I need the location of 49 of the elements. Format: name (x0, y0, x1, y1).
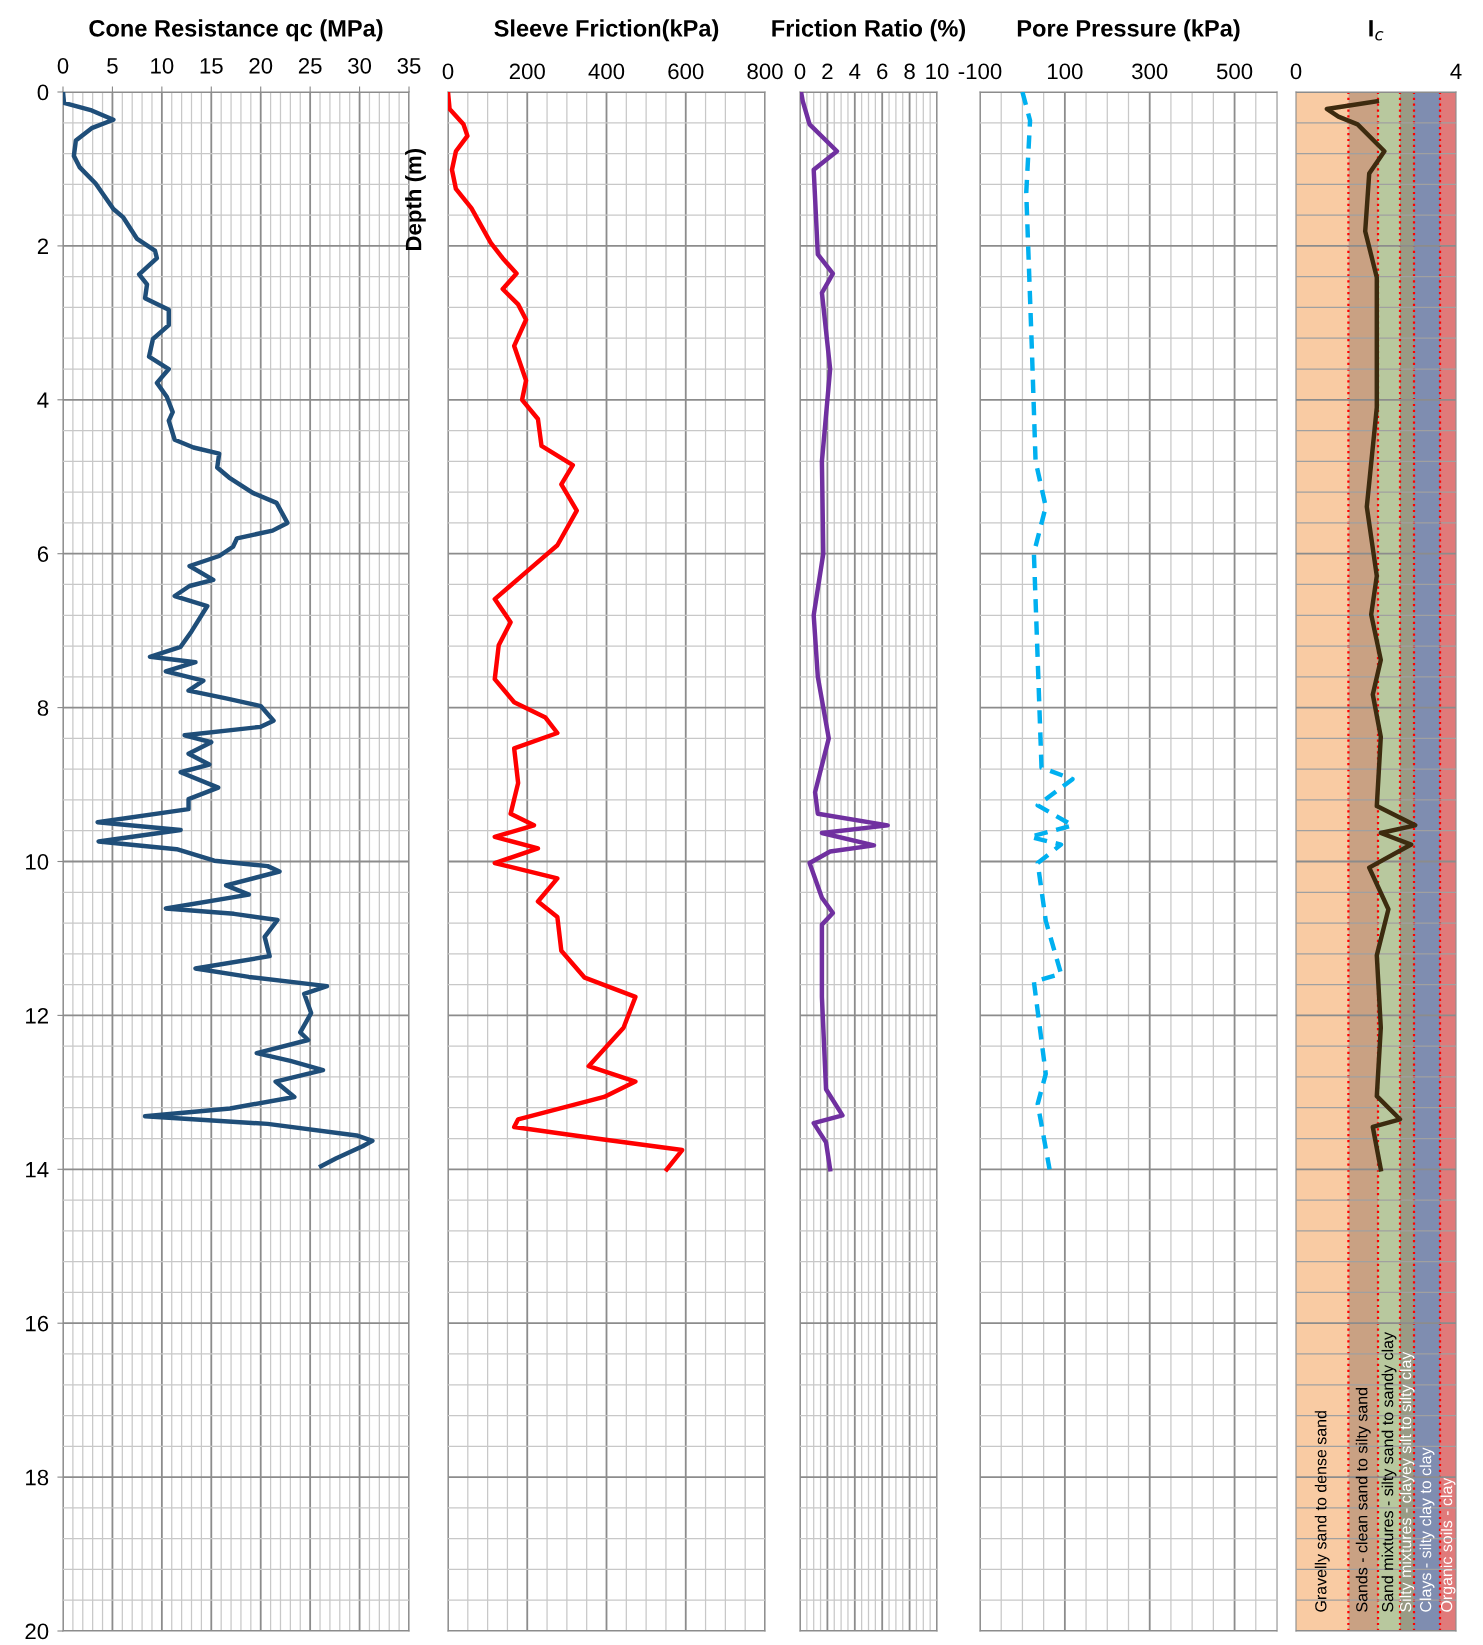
band-label: Gravelly sand to dense sand (1314, 1411, 1330, 1612)
x-tick-label: 500 (1216, 63, 1253, 80)
y-axis-title: Depth (m) (405, 148, 426, 251)
x-tick-label: 4 (849, 63, 861, 80)
y-tick-label: 16 (26, 1315, 49, 1332)
x-tick-label: 6 (877, 63, 888, 80)
y-tick-label: 4 (37, 392, 49, 408)
chart-title: Friction Ratio (%) (772, 19, 966, 42)
chart-title: I$_{c}$ (1369, 20, 1384, 41)
x-tick-label: 0 (57, 57, 69, 74)
band-label: Sand mixtures - silty sand to sandy clay (1381, 1332, 1397, 1612)
x-tick-label: 2 (822, 63, 833, 80)
y-tick-label: 2 (37, 238, 48, 254)
x-tick-label: 5 (107, 58, 118, 74)
x-tick-label: 400 (588, 63, 625, 80)
x-tick-label: 100 (1048, 63, 1083, 80)
x-tick-label: 0 (794, 63, 806, 80)
x-tick-label: 300 (1132, 63, 1168, 80)
y-tick-label: 12 (26, 1007, 48, 1024)
x-tick-label: 25 (298, 57, 322, 74)
chart-title: Cone Resistance qc (MPa) (89, 19, 383, 42)
x-tick-label: 15 (200, 58, 223, 74)
chart-title: Pore Pressure (kPa) (1017, 19, 1240, 42)
x-tick-label: 35 (397, 57, 421, 74)
band-label: Organic soils - clay (1440, 1477, 1456, 1612)
y-tick-label: 18 (26, 1469, 49, 1486)
x-tick-label: 600 (668, 63, 704, 80)
x-tick-label: 8 (904, 63, 915, 80)
chart-title: Sleeve Friction(kPa) (494, 19, 719, 42)
y-tick-label: 10 (26, 854, 49, 870)
x-tick-label: 200 (509, 63, 545, 80)
y-tick-label: 0 (37, 84, 49, 101)
x-tick-label: 4 (1450, 63, 1462, 80)
x-tick-label: 0 (442, 63, 454, 80)
band-label: Silty mixtures - clayey silt to silty clay (1399, 1351, 1415, 1612)
line-series (63, 92, 375, 1169)
x-tick-label: 20 (249, 57, 273, 74)
y-tick-label: 20 (25, 1623, 49, 1640)
y-tick-label: 14 (26, 1162, 49, 1178)
x-tick-label: 30 (348, 57, 372, 74)
band-label: Sands - clean sand to silty sand (1355, 1388, 1371, 1612)
x-tick-label: 0 (1290, 63, 1302, 80)
x-tick-label: 800 (747, 63, 783, 80)
x-tick-label: -100 (958, 63, 1002, 80)
y-tick-label: 6 (37, 546, 49, 562)
band-label: Clays - silty clay to clay (1419, 1447, 1435, 1612)
y-tick-label: 8 (37, 700, 49, 716)
x-tick-label: 10 (926, 63, 949, 80)
x-tick-label: 10 (151, 57, 174, 74)
